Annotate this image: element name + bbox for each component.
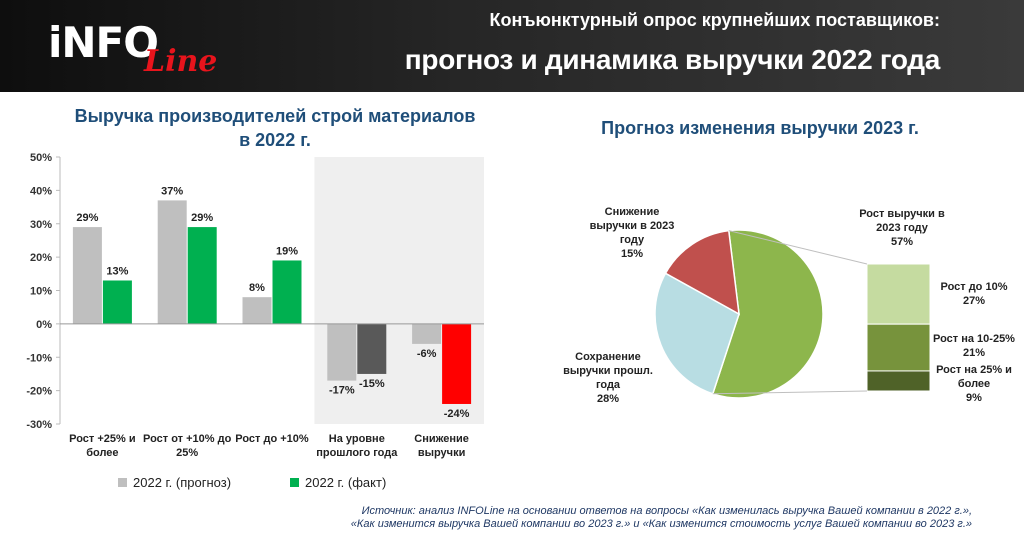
y-tick-label: 30% — [30, 219, 52, 231]
pie-chart — [654, 229, 931, 399]
data-label: -17% — [329, 385, 355, 397]
bar-forecast — [157, 200, 187, 324]
breakdown-label-line: 21% — [962, 347, 986, 359]
breakdown-label-line: Рост на 10-25% — [933, 333, 1015, 345]
connector-line — [712, 390, 868, 395]
data-label: 29% — [76, 212, 98, 224]
pie-label-growth-line: 2023 году — [876, 222, 928, 234]
category-label-line: На уровне — [328, 433, 385, 445]
bar-chart-title: Выручка производителей строй материалов … — [40, 104, 510, 152]
breakdown-label-line: 27% — [962, 295, 986, 307]
pie-label-growth-line: 57% — [890, 236, 914, 248]
pie-label-decline-line: Снижение — [604, 206, 660, 218]
category-label: Рост +25% и более — [56, 432, 148, 460]
y-tick-label: 40% — [30, 185, 52, 197]
pie-label-growth: Рост выручки в 2023 году 57% — [847, 207, 957, 249]
category-label-line: прошлого года — [316, 447, 398, 459]
pie-label-decline-line: году — [619, 234, 645, 246]
category-label: Рост до +10% — [226, 432, 318, 446]
data-label: 37% — [161, 185, 183, 197]
logo-script-text: Line — [144, 44, 218, 79]
bar-forecast — [72, 227, 102, 324]
data-label: 19% — [276, 245, 298, 257]
y-tick-label: 50% — [30, 152, 52, 164]
bar-forecast — [327, 323, 357, 381]
pie-slice — [654, 272, 740, 395]
pie-label-growth-line: Рост выручки в — [859, 208, 945, 220]
pie-label-decline-line: 15% — [620, 248, 644, 260]
pie-chart-title: Прогноз изменения выручки 2023 г. — [601, 118, 919, 138]
category-label: На уровне прошлого года — [311, 432, 403, 460]
data-label: -15% — [359, 378, 385, 390]
breakdown-segment — [866, 370, 931, 392]
breakdown-label-line: 9% — [966, 392, 982, 404]
bar-fact — [187, 227, 217, 324]
category-label-line: более — [86, 447, 119, 459]
y-tick-label: -10% — [26, 352, 52, 364]
category-label-line: 25% — [176, 447, 199, 459]
category-label-line: Рост +25% и — [69, 433, 136, 445]
source-line: «Как изменится выручка Вашей компании во… — [350, 518, 972, 530]
pie-label-same: Сохранение выручки прошл. года 28% — [558, 350, 658, 406]
breakdown-label-line: Рост на 25% и — [936, 364, 1012, 376]
source-note: Источник: анализ INFOLine на основании о… — [272, 505, 972, 531]
breakdown-label: Рост на 10-25% 21% — [928, 332, 1020, 360]
pie-slice — [711, 229, 824, 399]
pie-slice — [664, 229, 740, 316]
connector-line — [728, 230, 868, 265]
category-label: Рост от +10% до 25% — [141, 432, 233, 460]
bar-fact — [102, 280, 132, 324]
category-label-line: Снижение — [414, 433, 469, 445]
bar-forecast — [412, 323, 442, 344]
data-label: 29% — [191, 212, 213, 224]
legend-swatch-forecast — [118, 478, 127, 487]
bar-chart-title-line: Выручка производителей строй материалов — [74, 106, 476, 126]
pie-label-decline-line: выручки в 2023 — [589, 220, 675, 232]
legend-label-fact: 2022 г. (факт) — [305, 475, 387, 490]
data-label: -6% — [417, 348, 437, 360]
data-label: -24% — [444, 408, 470, 420]
legend-item-forecast: 2022 г. (прогноз) — [118, 475, 231, 490]
bar-fact — [357, 323, 387, 374]
data-label: 8% — [249, 282, 265, 294]
category-label: Снижение выручки — [396, 432, 488, 460]
y-tick-label: 20% — [30, 252, 52, 264]
header-subtitle: Конъюнктурный опрос крупнейших поставщик… — [489, 10, 941, 30]
header-title: прогноз и динамика выручки 2022 года — [404, 44, 941, 75]
breakdown-label: Рост на 25% и более 9% — [928, 363, 1020, 405]
pie-label-same-line: 28% — [596, 393, 620, 405]
category-label-line: Рост до +10% — [235, 433, 309, 445]
breakdown-label: Рост до 10% 27% — [928, 280, 1020, 308]
header-banner: iNFO Line Конъюнктурный опрос крупнейших… — [0, 0, 1024, 92]
breakdown-segment — [866, 323, 931, 372]
logo-main-text: iNFO — [48, 18, 159, 67]
bar-chart: 50% 40% 30% 20% 10% 0% -10% -20% -30% 29% 13% 37% 29… — [26, 152, 484, 431]
source-line: Источник: анализ INFOLine на основании о… — [361, 505, 972, 517]
infoline-logo: iNFO Line — [48, 8, 248, 86]
legend-swatch-fact — [290, 478, 299, 487]
breakdown-segment — [866, 263, 931, 325]
breakdown-label-line: Рост до 10% — [940, 281, 1008, 293]
legend-label-forecast: 2022 г. (прогноз) — [133, 475, 232, 490]
category-label-line: Рост от +10% до — [143, 433, 232, 445]
y-tick-label: 0% — [36, 319, 52, 331]
legend-item-fact: 2022 г. (факт) — [290, 475, 386, 490]
y-tick-label: -20% — [26, 386, 52, 398]
pie-label-decline: Снижение выручки в 2023 году 15% — [582, 205, 682, 261]
bar-fact — [272, 260, 302, 324]
bar-fact — [442, 323, 472, 404]
breakdown-label-line: более — [957, 378, 991, 390]
category-label-line: выручки — [417, 447, 466, 459]
pie-label-same-line: года — [595, 379, 621, 391]
y-tick-label: -30% — [26, 419, 52, 431]
pie-label-same-line: выручки прошл. — [563, 365, 653, 377]
bar-chart-title-line: в 2022 г. — [239, 130, 311, 150]
pie-label-same-line: Сохранение — [575, 351, 641, 363]
y-tick-label: 10% — [30, 286, 52, 298]
data-label: 13% — [106, 265, 128, 277]
bar-forecast — [242, 297, 272, 324]
